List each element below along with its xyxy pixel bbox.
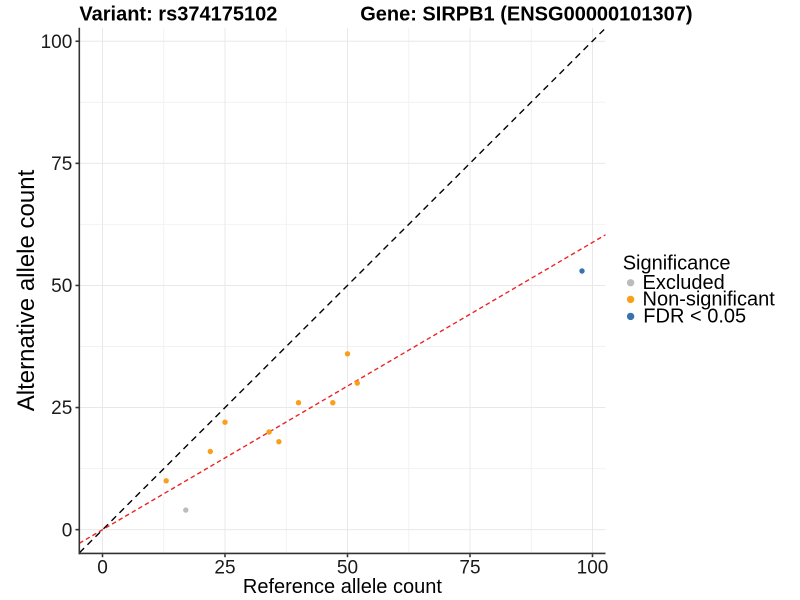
svg-text:50: 50 xyxy=(337,558,358,579)
svg-text:50: 50 xyxy=(51,276,72,297)
svg-text:0: 0 xyxy=(62,520,73,541)
svg-text:Significance: Significance xyxy=(623,252,731,274)
svg-text:75: 75 xyxy=(459,558,480,579)
svg-text:Excluded: Excluded xyxy=(643,272,725,294)
svg-text:Reference allele count: Reference allele count xyxy=(243,576,442,598)
svg-text:Gene: SIRPB1 (ENSG00000101307): Gene: SIRPB1 (ENSG00000101307) xyxy=(360,4,692,26)
svg-text:FDR < 0.05: FDR < 0.05 xyxy=(643,306,746,328)
svg-text:100: 100 xyxy=(41,32,73,53)
svg-text:100: 100 xyxy=(577,558,609,579)
svg-text:Alternative allele count: Alternative allele count xyxy=(13,169,40,411)
svg-text:Variant: rs374175102: Variant: rs374175102 xyxy=(79,4,277,26)
svg-text:25: 25 xyxy=(214,558,235,579)
svg-text:Non-significant: Non-significant xyxy=(643,289,776,311)
svg-text:75: 75 xyxy=(51,154,72,175)
svg-text:25: 25 xyxy=(51,398,72,419)
svg-text:0: 0 xyxy=(97,558,108,579)
